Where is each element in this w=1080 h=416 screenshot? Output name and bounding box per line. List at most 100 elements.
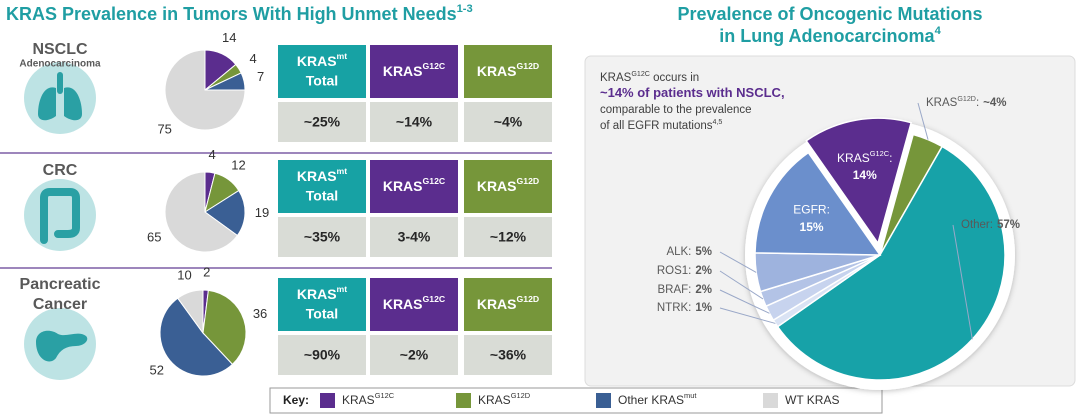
header-text-part: KRAS (297, 286, 337, 302)
slice-label-part: Other: (961, 219, 993, 231)
header-cell (464, 45, 552, 98)
pie-slice (754, 151, 882, 256)
header-text-part: G12D (517, 61, 540, 71)
slice-label-part: ALK: (666, 246, 691, 258)
header-cell (464, 278, 552, 331)
pie-slice (164, 171, 239, 253)
slice-label: 52 (150, 363, 164, 378)
annotation-part: comparable to the prevalence (600, 104, 752, 116)
slice-label: 12 (231, 157, 245, 172)
header-text: KRASG12D (477, 61, 539, 78)
leader-line (719, 307, 776, 324)
header-text: KRASG12C (383, 61, 446, 78)
annotation-part: 4,5 (712, 118, 722, 126)
slice-label: KRASG12C: (837, 149, 892, 165)
chart-title-part: Prevalence of Oncogenic Mutations (677, 4, 982, 24)
slice-label: 4 (209, 147, 216, 162)
chart-title: in Lung Adenocarcinoma4 (719, 25, 941, 46)
value-text: ~4% (494, 114, 523, 130)
value-cell (464, 335, 552, 375)
pie-slice (805, 117, 913, 245)
value-cell (370, 217, 458, 257)
slice-label: 4 (250, 51, 257, 66)
value-cell (278, 217, 366, 257)
key-text: KRASG12D (478, 391, 531, 407)
slice-label-part: : (976, 97, 979, 109)
value-text: ~35% (304, 229, 341, 245)
value-text: ~14% (396, 114, 433, 130)
value-text: ~12% (490, 229, 527, 245)
annotation: comparable to the prevalence (600, 104, 752, 116)
slice-label: NTRK: 1% (657, 302, 712, 314)
key-swatch (763, 393, 778, 408)
header-text: KRASmt (297, 166, 347, 183)
slice-label: 75 (157, 122, 171, 137)
value-text: ~25% (304, 114, 341, 130)
slice-label-part: KRAS (926, 97, 958, 109)
header-text-part: KRAS (477, 296, 517, 312)
pie-slice (164, 49, 246, 131)
header-cell (370, 45, 458, 98)
key-swatch (596, 393, 611, 408)
header-text: Total (306, 188, 338, 204)
header-text-part: G12D (517, 176, 540, 186)
key-box (269, 387, 883, 414)
header-cell (278, 160, 366, 213)
pie-slice (177, 289, 204, 335)
header-cell (464, 160, 552, 213)
header-text-part: KRAS (383, 296, 423, 312)
annotation-part: occurs in (650, 72, 699, 84)
header-text-part: mt (337, 51, 348, 61)
slice-label-part: G12C (870, 149, 890, 158)
leader-line (719, 289, 770, 314)
value-cell (370, 102, 458, 142)
header-text-part: mt (337, 284, 348, 294)
annotation: of all EGFR mutations4,5 (600, 118, 722, 132)
header-text-part: KRAS (477, 178, 517, 194)
annotation-part: of all EGFR mutations (600, 120, 713, 132)
annotation-part: G12C (631, 70, 650, 78)
icon-lungs (24, 62, 96, 134)
slice-label-part: : (889, 151, 892, 165)
slice-label-part: 5% (695, 246, 712, 258)
chart-title: Prevalence of Oncogenic Mutations (677, 4, 982, 24)
title-part: KRAS Prevalence in Tumors With High Unme… (6, 4, 457, 24)
header-text-part: KRAS (477, 63, 517, 79)
leader-line (719, 251, 757, 273)
header-text-part: KRAS (297, 53, 337, 69)
value-cell (464, 102, 552, 142)
slice-label-part: 2% (695, 284, 712, 296)
value-text: ~90% (304, 347, 341, 363)
value-cell (278, 102, 366, 142)
icon-pancreas (24, 308, 96, 380)
header-text-part: mt (337, 166, 348, 176)
header-text: Total (306, 73, 338, 89)
leader-line (719, 270, 764, 300)
chart-title-part: in Lung Adenocarcinoma (719, 26, 935, 46)
annotation-part: KRAS (600, 72, 632, 84)
key-text-part: Other KRAS (618, 393, 684, 407)
slice-label-part: 57% (997, 219, 1020, 231)
annotation-part: ~14% of patients with NSCLC, (600, 85, 785, 100)
header-text: KRASmt (297, 284, 347, 301)
slice-value: 14% (853, 168, 877, 182)
slice-label: 14 (222, 30, 236, 45)
annotation: KRASG12C occurs in (600, 70, 699, 84)
header-text: KRASmt (297, 51, 347, 68)
icon-colon (24, 179, 96, 251)
slice-label-part: 2% (695, 265, 712, 277)
slice-label-part: ROS1: (657, 265, 692, 277)
annotation: ~14% of patients with NSCLC, (600, 85, 785, 100)
slice-label: 36 (253, 306, 267, 321)
pie-slice (204, 189, 246, 237)
header-text-part: G12C (423, 61, 446, 71)
row-sublabel: Adenocarcinoma (19, 59, 101, 70)
header-cell (278, 278, 366, 331)
pie-slice (159, 297, 234, 377)
header-cell (278, 45, 366, 98)
value-text: 3-4% (398, 229, 431, 245)
value-cell (370, 335, 458, 375)
slice-label: 2 (203, 265, 210, 280)
header-cell (370, 278, 458, 331)
